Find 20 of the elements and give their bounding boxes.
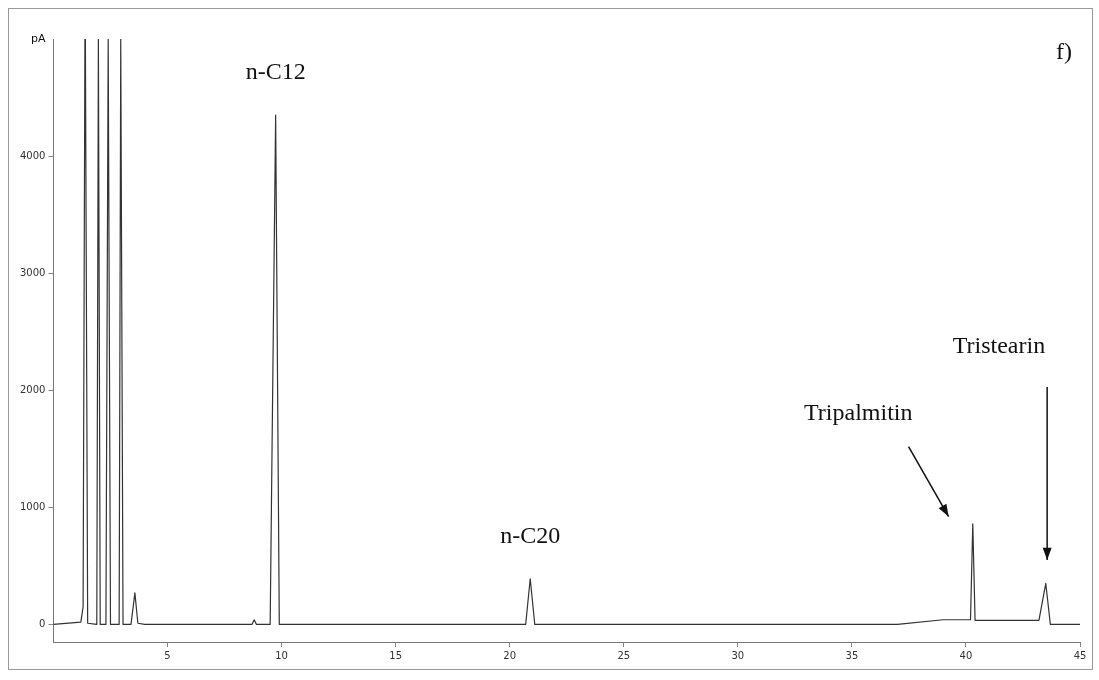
x-tick-label: 35 — [845, 649, 859, 661]
x-tick-label: 10 — [275, 649, 288, 661]
y-tick-label: 2000 — [20, 383, 46, 395]
y-axis-title: pA — [30, 31, 46, 45]
x-tick-label: 5 — [164, 649, 171, 661]
x-tick-label: 20 — [503, 649, 517, 661]
annotation: n-C12 — [245, 58, 306, 85]
x-tick-label: 15 — [389, 649, 402, 661]
x-tick-label: 25 — [617, 649, 631, 661]
y-tick-label: 1000 — [20, 500, 46, 512]
annotation: f) — [1056, 38, 1072, 65]
annotation: Tristearin — [952, 332, 1046, 359]
annotation: Tripalmitin — [804, 398, 913, 425]
x-tick-label: 40 — [959, 649, 973, 661]
annotation: n-C20 — [500, 522, 561, 549]
x-tick-label: 45 — [1073, 649, 1087, 661]
x-tick-label: 30 — [731, 649, 745, 661]
y-tick-label: 0 — [39, 618, 46, 630]
y-tick-label: 4000 — [20, 149, 46, 161]
y-tick-label: 3000 — [20, 266, 46, 278]
